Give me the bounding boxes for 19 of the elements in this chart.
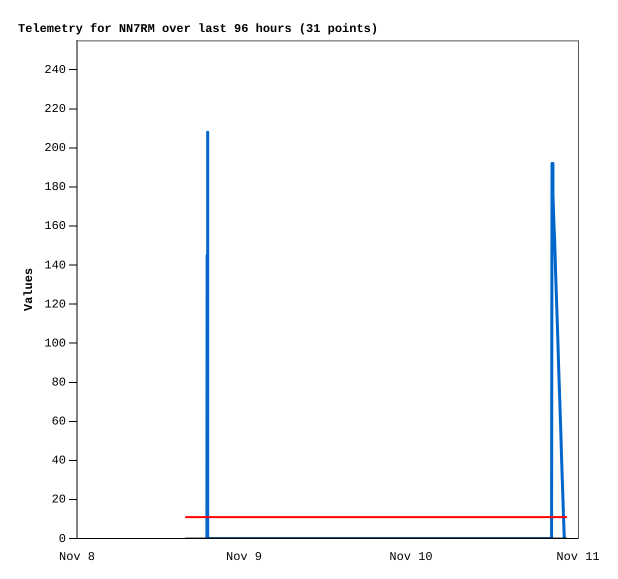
y-tick-label: 120 [44, 297, 66, 312]
x-tick-label: Nov 9 [226, 550, 262, 564]
y-tick-label: 100 [44, 336, 66, 350]
chart-title: Telemetry for NN7RM over last 96 hours (31 points) [18, 22, 378, 36]
x-tick-label: Nov 10 [389, 550, 433, 564]
y-tick-label: 60 [52, 414, 66, 429]
y-tick-label: 160 [44, 219, 66, 234]
y-axis-title: Values [22, 268, 36, 312]
x-tick-label: Nov 8 [58, 550, 96, 564]
x-tick-label: Nov 11 [556, 550, 600, 564]
y-tick-label: 220 [44, 102, 66, 116]
y-tick-label: 140 [44, 258, 66, 272]
y-tick-label: 180 [44, 180, 66, 194]
y-tick-label: 80 [52, 375, 66, 390]
y-tick-label: 240 [44, 62, 66, 77]
y-tick-label: 20 [52, 492, 66, 507]
y-tick-label: 40 [52, 454, 66, 468]
y-tick-label: 200 [44, 141, 66, 156]
y-tick-label: 0 [58, 532, 66, 546]
